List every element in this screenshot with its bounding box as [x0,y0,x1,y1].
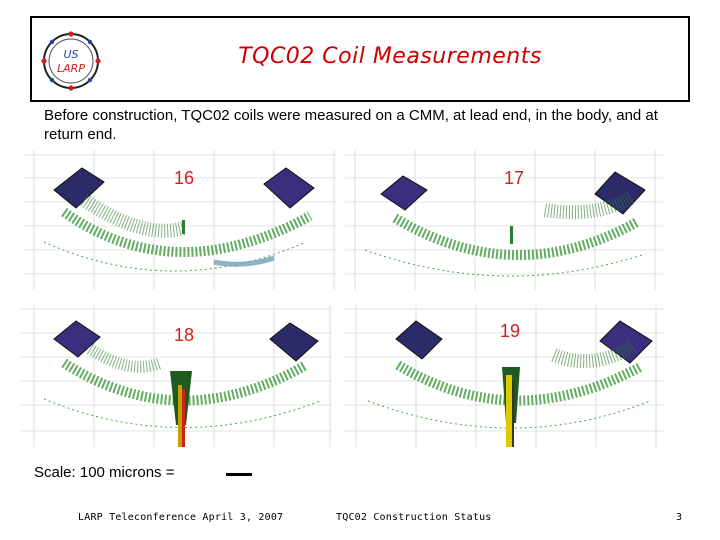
plot-label-16: 16 [174,168,195,188]
plot-label-19: 19 [500,321,521,341]
scale-bar [226,473,252,476]
footer-left: LARP Teleconference April 3, 2007 [78,512,284,523]
plot-label-17: 17 [504,168,525,188]
page-number: 3 [676,512,683,523]
title-box [30,16,690,102]
logo-larp-text: LARP [57,62,85,75]
scale-text: Scale: 100 microns = [34,464,175,481]
plot-coil-16 [24,150,336,290]
plot-coil-18 [20,305,332,447]
plot-label-18: 18 [174,325,195,345]
slide-title: TQC02 Coil Measurements [238,44,542,69]
plot-coil-19 [344,305,664,447]
logo-us-text: US [63,48,78,61]
footer-center: TQC02 Construction Status [336,512,492,523]
intro-text: Before construction, TQC02 coils were me… [44,107,658,143]
us-larp-logo: US LARP [41,31,101,91]
plot-coil-17 [345,150,663,290]
